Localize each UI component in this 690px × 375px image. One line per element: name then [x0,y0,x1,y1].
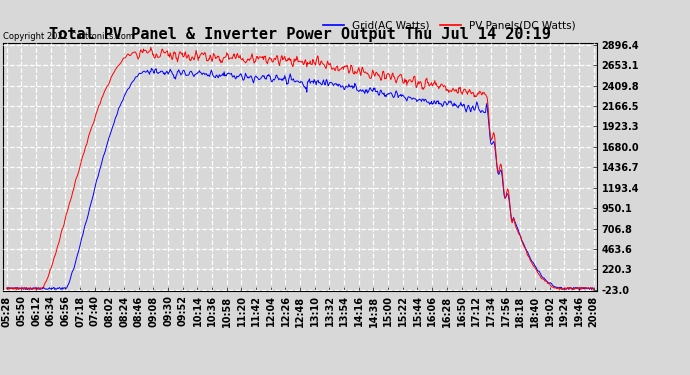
Text: Copyright 2022 Cartronics.com: Copyright 2022 Cartronics.com [3,32,135,41]
Title: Total PV Panel & Inverter Power Output Thu Jul 14 20:19: Total PV Panel & Inverter Power Output T… [49,27,551,42]
Legend: Grid(AC Watts), PV Panels(DC Watts): Grid(AC Watts), PV Panels(DC Watts) [319,16,580,34]
